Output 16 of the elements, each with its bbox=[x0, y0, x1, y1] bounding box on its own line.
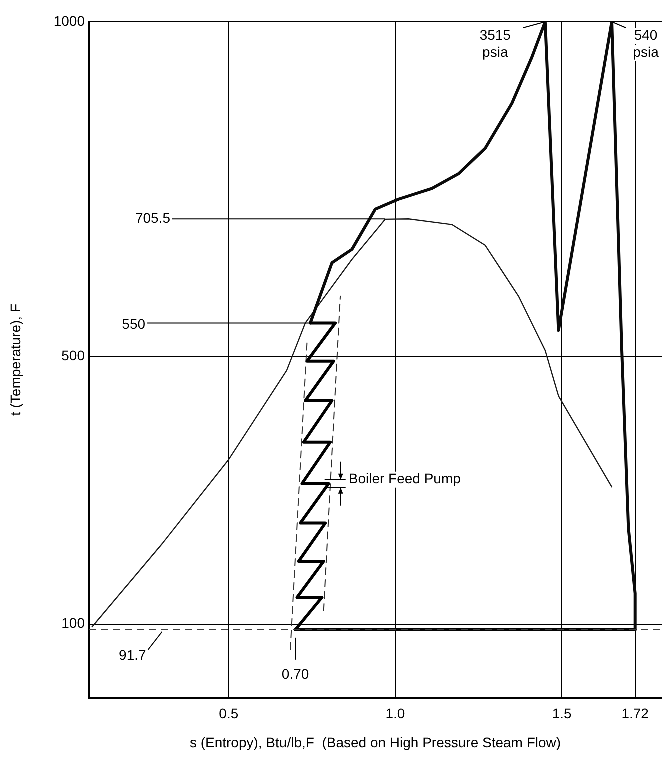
x-tick-label: 1.5 bbox=[552, 705, 572, 722]
annotation: 540 psia bbox=[633, 26, 660, 60]
annotation: Boiler Feed Pump bbox=[348, 470, 462, 487]
annotation: 550 bbox=[122, 316, 146, 332]
annotation: 0.70 bbox=[282, 666, 310, 682]
y-tick-label: 500 bbox=[62, 348, 86, 364]
x-tick-label: 1.72 bbox=[622, 705, 650, 722]
annotation: 91.7 bbox=[119, 646, 147, 663]
annotation: 3515 psia bbox=[480, 26, 512, 60]
y-tick-label: 100 bbox=[62, 615, 86, 632]
x-tick-label: 0.5 bbox=[219, 705, 239, 722]
x-axis-title: s (Entropy), Btu/lb,F (Based on High Pressure Steam Flow) bbox=[190, 734, 562, 750]
x-tick-label: 1.0 bbox=[386, 705, 406, 722]
y-axis-title: t (Temperature), F bbox=[7, 304, 24, 416]
annotation: 705.5 bbox=[135, 210, 171, 226]
y-tick-label: 1000 bbox=[54, 12, 86, 29]
